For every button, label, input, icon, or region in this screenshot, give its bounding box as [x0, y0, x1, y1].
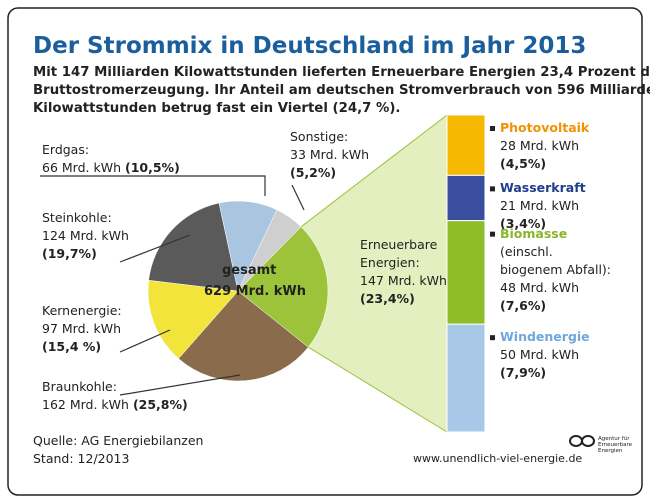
bar-segment — [446, 114, 486, 176]
bar-segment — [446, 174, 486, 222]
value-label-row: 66 Mrd. kWh (10,5%) — [42, 159, 180, 177]
leader-line — [119, 329, 171, 353]
subtitle: Mit 147 Milliarden Kilowattstunden liefe… — [33, 65, 650, 80]
subtitle: Bruttostromerzeugung. Ihr Anteil am deut… — [33, 83, 650, 98]
pie-slice — [218, 200, 278, 292]
category-label: Erneuerbare Energien: — [360, 237, 438, 270]
share-label: (5,2%) — [290, 165, 337, 180]
note-label: (einschl. biogenem Abfall): — [500, 243, 612, 277]
share-label: (15,4 %) — [42, 339, 102, 354]
value-label-row: (15,4 %) — [42, 338, 101, 356]
leader-line — [40, 175, 266, 196]
source: Quelle: AG Energiebilanzen — [33, 433, 204, 448]
leader-line — [119, 234, 191, 263]
category-label: Wasserkraft — [500, 180, 586, 196]
value-label: 162 Mrd. kWh — [42, 397, 129, 412]
category-label: Braunkohle: — [42, 379, 117, 394]
legend-bullet — [490, 335, 495, 341]
logo-text: Agentur für Erneuerbare Energien — [598, 436, 633, 454]
value-label-row: 33 Mrd. kWh — [290, 146, 369, 164]
value-label-row: 162 Mrd. kWh (25,8%) — [42, 396, 188, 414]
category-label: Sonstige: — [290, 129, 349, 144]
share-label: (25,8%) — [132, 397, 188, 412]
value-label-row: (23,4%) — [360, 290, 415, 308]
value-label: 48 Mrd. kWh — [500, 279, 579, 295]
value-label: 50 Mrd. kWh — [500, 347, 579, 363]
pie-slice — [237, 226, 329, 348]
share-label: (4,5%) — [500, 156, 547, 171]
center-label: gesamt — [222, 263, 277, 278]
bar-segment — [446, 220, 486, 325]
value-label-row: (5,2%) — [290, 164, 336, 182]
leader-line — [291, 184, 305, 211]
value-label: 66 Mrd. kWh — [42, 160, 121, 175]
value-label: 28 Mrd. kWh — [500, 138, 579, 153]
value-label-row: 97 Mrd. kWh — [42, 320, 121, 338]
share-label: (10,5%) — [124, 160, 180, 175]
pie-slice — [178, 290, 309, 382]
share-label: (7,6%) — [500, 297, 547, 313]
category-label: Biomasse — [500, 225, 568, 241]
category-label: Windenergie — [500, 329, 590, 345]
pie-slice — [147, 279, 239, 359]
bar-segment — [446, 323, 486, 433]
legend-bullet — [490, 126, 495, 131]
legend-bullet — [490, 231, 495, 237]
category-label: Erdgas: — [42, 142, 90, 157]
leader-line — [119, 374, 241, 396]
value-label: 147 Mrd. kWh — [360, 273, 447, 288]
value-label-row: 124 Mrd. kWh — [42, 227, 129, 245]
leader-lines — [40, 175, 305, 396]
category-label: Steinkohle: — [42, 210, 112, 225]
title: Der Strommix in Deutschland im Jahr 2013 — [33, 33, 587, 59]
share-label: (23,4%) — [360, 291, 415, 306]
category-label: Kernenergie: — [42, 303, 122, 318]
url: www.unendlich-viel-energie.de — [413, 452, 583, 465]
share-label: (7,9%) — [500, 365, 547, 381]
value-label: 97 Mrd. kWh — [42, 321, 121, 336]
pie-slice — [148, 202, 239, 292]
value-label-row: (19,7%) — [42, 245, 97, 263]
legend-bullet — [490, 186, 495, 192]
share-label: (19,7%) — [42, 246, 97, 261]
category-label: Photovoltaik — [500, 120, 590, 135]
date: Stand: 12/2013 — [33, 451, 130, 466]
value-label: 33 Mrd. kWh — [290, 147, 369, 162]
share-label: (3,4%) — [500, 216, 547, 232]
value-label: 124 Mrd. kWh — [42, 228, 129, 243]
value-label-row: 147 Mrd. kWh — [360, 272, 447, 290]
total-label: 629 Mrd. kWh — [204, 284, 307, 299]
subtitle: Kilowattstunden betrug fast ein Viertel … — [33, 101, 401, 116]
value-label: 21 Mrd. kWh — [500, 198, 579, 214]
